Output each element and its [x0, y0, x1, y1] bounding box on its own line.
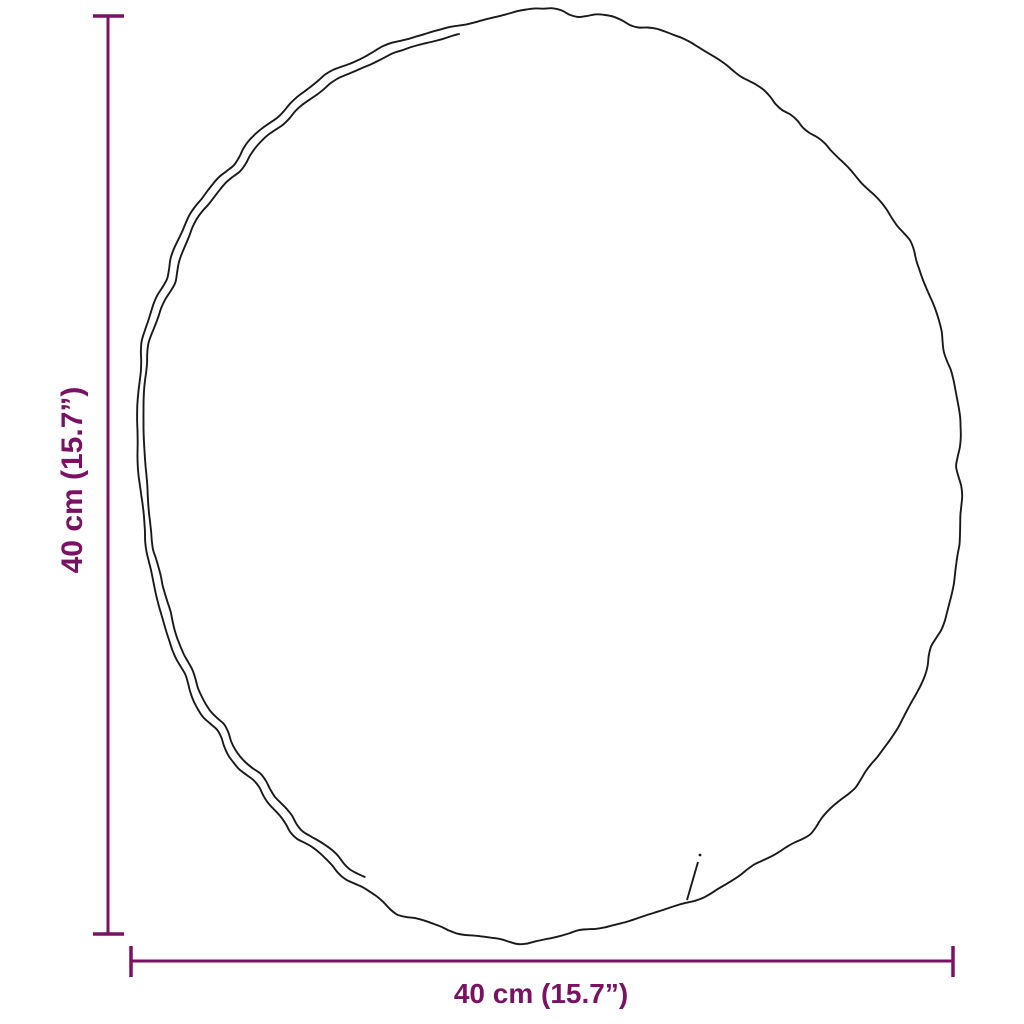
- svg-text:40 cm (15.7”): 40 cm (15.7”): [56, 387, 89, 574]
- svg-text:40 cm (15.7”): 40 cm (15.7”): [454, 978, 628, 1009]
